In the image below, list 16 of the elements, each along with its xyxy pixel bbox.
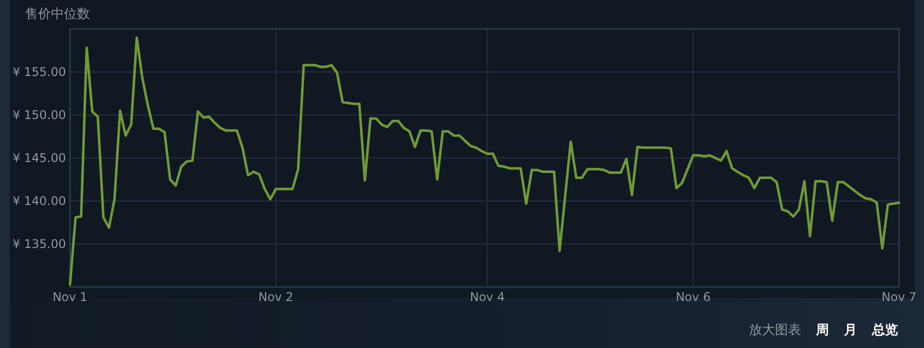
x-tick-label: Nov 4 — [470, 290, 505, 304]
x-tick-label: Nov 6 — [676, 290, 711, 304]
x-tick-label: Nov 1 — [52, 290, 88, 304]
x-tick-label: Nov 7 — [882, 290, 916, 304]
y-tick-label: ¥ 155.00 — [12, 65, 66, 79]
x-tick-label: Nov 2 — [258, 290, 294, 304]
text: 周 — [815, 323, 829, 338]
chart-title: 售价中位数 — [25, 7, 90, 22]
y-tick-label: ¥ 140.00 — [12, 194, 66, 208]
text: 总览 — [871, 322, 898, 338]
y-tick-label: ¥ 145.00 — [12, 151, 66, 165]
y-tick-label: ¥ 135.00 — [12, 237, 66, 251]
y-tick-label: ¥ 150.00 — [12, 108, 66, 122]
line-series — [68, 36, 900, 286]
text: 放大图表 — [749, 323, 801, 338]
text: 月 — [843, 323, 857, 338]
